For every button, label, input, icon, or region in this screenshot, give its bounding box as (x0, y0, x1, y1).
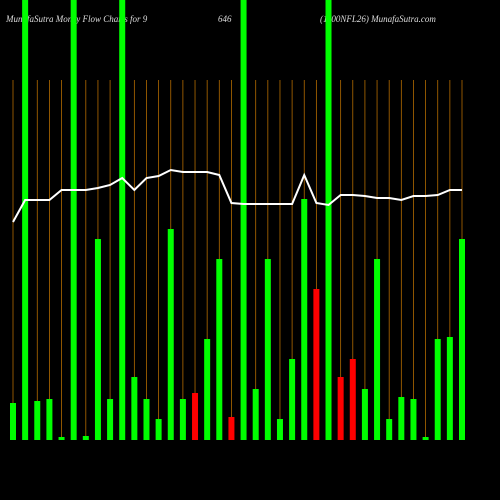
bar (46, 399, 53, 440)
bar (240, 0, 247, 440)
bar (228, 417, 235, 440)
bar (192, 393, 199, 440)
bar (155, 419, 162, 440)
bar (34, 401, 41, 440)
bar (276, 419, 283, 440)
bar (301, 199, 308, 440)
bar (325, 0, 332, 440)
bar (216, 259, 223, 440)
bar (422, 437, 429, 440)
bar (386, 419, 393, 440)
money-flow-line (12, 168, 462, 223)
bar (70, 0, 77, 440)
bars (10, 0, 465, 440)
bar (337, 377, 344, 440)
bar (361, 389, 368, 440)
bar (459, 239, 465, 440)
bar (131, 377, 138, 440)
bar (313, 289, 320, 440)
bar (167, 229, 174, 440)
bar (179, 399, 186, 440)
bar (264, 259, 271, 440)
bar (10, 403, 16, 440)
bar (22, 0, 29, 440)
chart-title: (1100NFL26) MunafaSutra.com (320, 14, 436, 24)
bar (143, 399, 150, 440)
bar (289, 359, 296, 440)
chart-title: 646 (218, 14, 232, 24)
bar (374, 259, 381, 440)
bar (58, 437, 65, 440)
bar (107, 399, 114, 440)
bar (82, 436, 89, 440)
bar (349, 359, 356, 440)
bar (119, 0, 126, 440)
bar (446, 337, 453, 440)
bar (204, 339, 211, 440)
bar (252, 389, 259, 440)
bar (94, 239, 101, 440)
bar (410, 399, 417, 440)
bar (398, 397, 405, 440)
bar (434, 339, 441, 440)
